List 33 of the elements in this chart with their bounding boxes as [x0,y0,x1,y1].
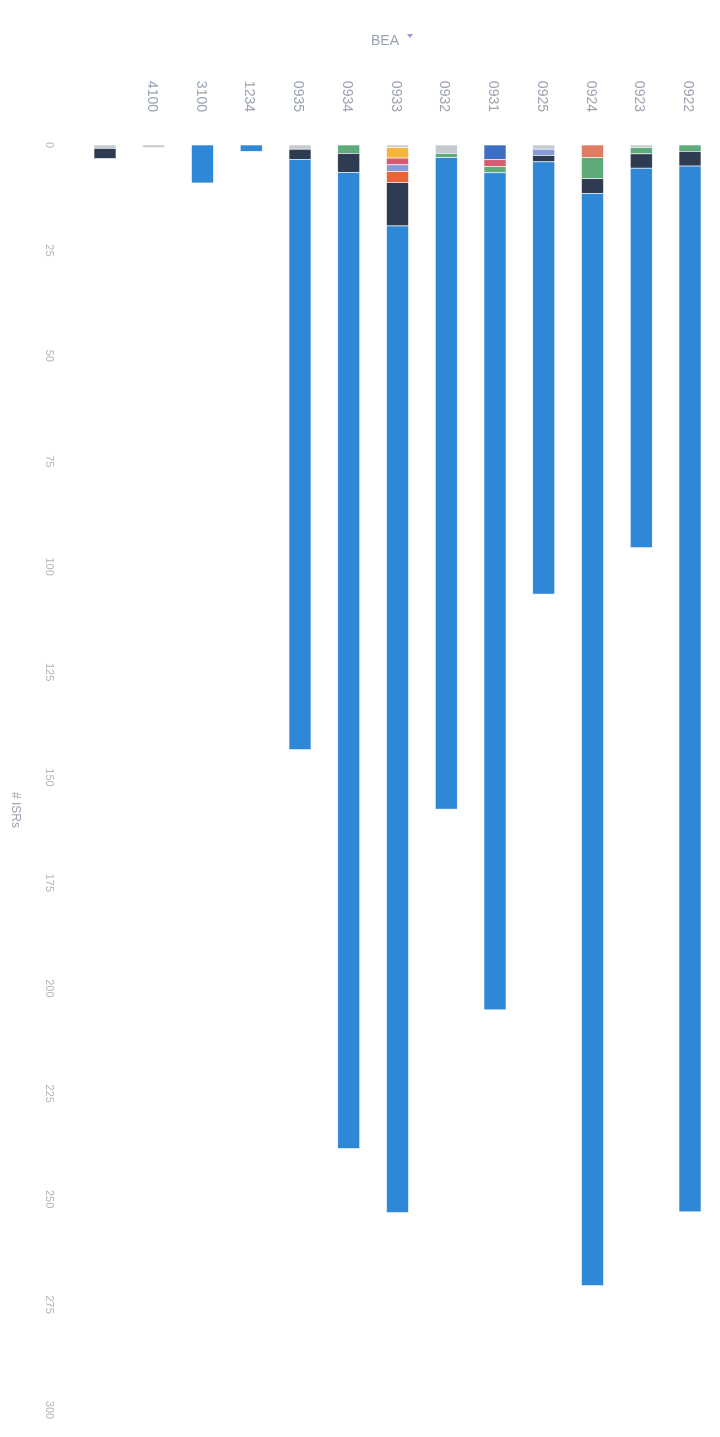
x-axis-title: BEA [370,32,400,48]
x-tick-label: 0924 [583,80,600,113]
y-tick-label: 50 [44,349,56,362]
x-tick-label: 0935 [291,80,307,113]
x-tick-label: 0933 [388,80,405,113]
y-tick-label: 175 [44,873,56,893]
x-tick-label: 0923 [632,80,649,113]
y-tick-label: 250 [44,1189,56,1209]
x-tick-label: 0934 [339,80,356,113]
x-tick-label: 3100 [193,80,210,113]
y-tick-label: 100 [44,557,56,576]
y-tick-label: 0 [44,141,56,149]
x-tick-label: 0922 [681,80,697,113]
y-tick-label: 275 [44,1295,56,1314]
bar [239,144,263,152]
y-tick-label: 200 [44,979,56,998]
y-tick-label: 25 [44,244,56,257]
x-tick-label: 0932 [437,80,454,113]
bar [93,148,117,159]
y-tick-label: 150 [44,768,56,787]
x-tick-label: 0925 [534,80,551,113]
bar [142,144,166,148]
y-tick-label: 75 [44,455,56,468]
x-tick-label: 1234 [242,80,259,113]
x-tick-label: 4100 [144,80,161,113]
x-tick-label: 0931 [486,80,502,113]
y-tick-label: 125 [44,662,56,682]
bar [434,144,458,154]
bar [434,157,458,810]
y-tick-label: 300 [44,1400,56,1420]
bar [191,144,214,184]
y-tick-label: 225 [44,1084,56,1103]
y-axis-title: # ISRs [9,791,23,829]
